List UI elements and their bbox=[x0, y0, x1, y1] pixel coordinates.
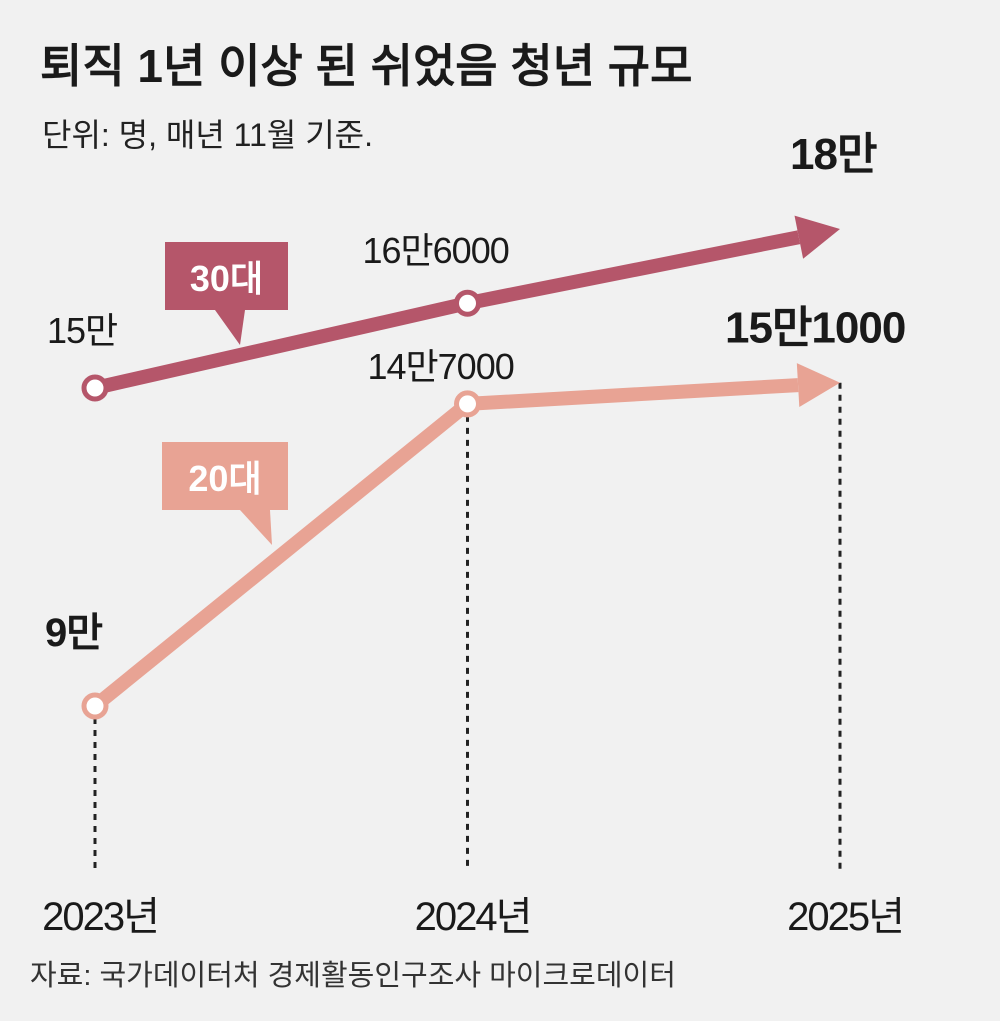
x-tick-label: 2024년 bbox=[415, 895, 531, 939]
data-label: 15만1000 bbox=[725, 304, 905, 353]
data-label: 15만 bbox=[47, 310, 117, 351]
series-name: 30대 bbox=[190, 258, 263, 299]
badge-pointer bbox=[240, 510, 272, 545]
x-tick-label: 2023년 bbox=[42, 895, 158, 939]
series-label-badge bbox=[165, 242, 288, 310]
data-label: 9만 bbox=[45, 611, 103, 655]
arrow-head bbox=[796, 363, 840, 408]
data-point bbox=[81, 374, 109, 402]
data-point bbox=[454, 289, 481, 317]
data-point bbox=[454, 390, 481, 418]
data-label: 14만7000 bbox=[368, 346, 514, 387]
data-point bbox=[81, 692, 109, 720]
series-name: 20대 bbox=[188, 458, 261, 499]
data-label: 18만 bbox=[790, 130, 877, 179]
source-note: 자료: 국가데이터처 경제활동인구조사 마이크로데이터 bbox=[30, 959, 676, 992]
chart-title: 퇴직 1년 이상 된 쉬었음 청년 규모 bbox=[40, 40, 692, 92]
series-label-badge bbox=[162, 442, 288, 510]
badge-pointer bbox=[215, 310, 245, 345]
chart-subtitle: 단위: 명, 매년 11월 기준. bbox=[42, 117, 373, 153]
data-label: 16만6000 bbox=[363, 230, 509, 271]
arrow-head bbox=[794, 215, 840, 259]
x-tick-label: 2025년 bbox=[787, 895, 903, 939]
